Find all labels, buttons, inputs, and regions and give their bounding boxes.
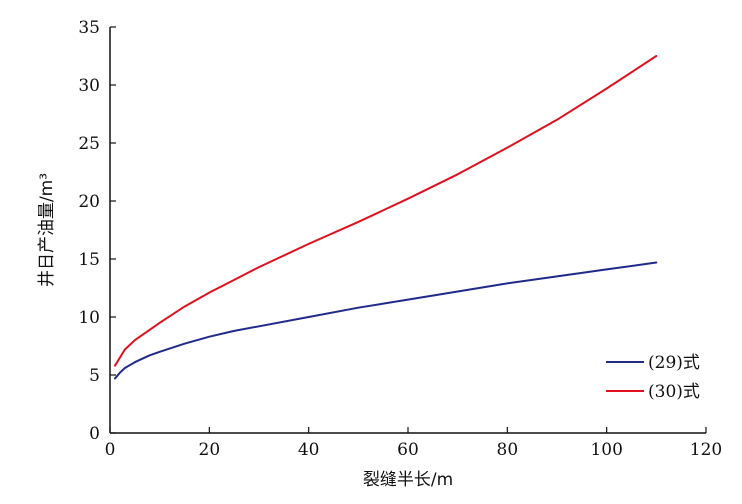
- y-tick-label: 30: [78, 76, 100, 96]
- legend-label-29: (29)式: [648, 353, 700, 373]
- series-lines: [114, 55, 658, 380]
- legend: (29)式 (30)式: [606, 353, 700, 402]
- y-tick-label: 15: [78, 250, 100, 270]
- legend-label-30: (30)式: [648, 382, 700, 402]
- y-tick-label: 35: [78, 18, 100, 38]
- y-tick-label: 10: [78, 308, 100, 328]
- series-line-0: [114, 261, 658, 380]
- x-tick-label: 60: [397, 440, 419, 460]
- series-line-1: [114, 55, 658, 367]
- x-ticks: 0 20 40 60 80 100 120: [105, 427, 722, 460]
- y-tick-label: 5: [89, 366, 100, 386]
- x-tick-label: 40: [298, 440, 320, 460]
- x-tick-label: 80: [497, 440, 519, 460]
- x-tick-label: 120: [690, 440, 722, 460]
- x-tick-label: 20: [199, 440, 221, 460]
- y-ticks: 0 5 10 15 20 25 30 35: [78, 18, 116, 444]
- y-tick-label: 25: [78, 134, 100, 154]
- x-axis-title: 裂缝半长/m: [363, 470, 453, 490]
- y-axis-title: 井日产油量/m³: [37, 173, 57, 287]
- y-tick-label: 0: [89, 424, 100, 444]
- x-tick-label: 100: [590, 440, 622, 460]
- axes: [109, 27, 706, 434]
- x-tick-label: 0: [105, 440, 116, 460]
- y-tick-label: 20: [78, 192, 100, 212]
